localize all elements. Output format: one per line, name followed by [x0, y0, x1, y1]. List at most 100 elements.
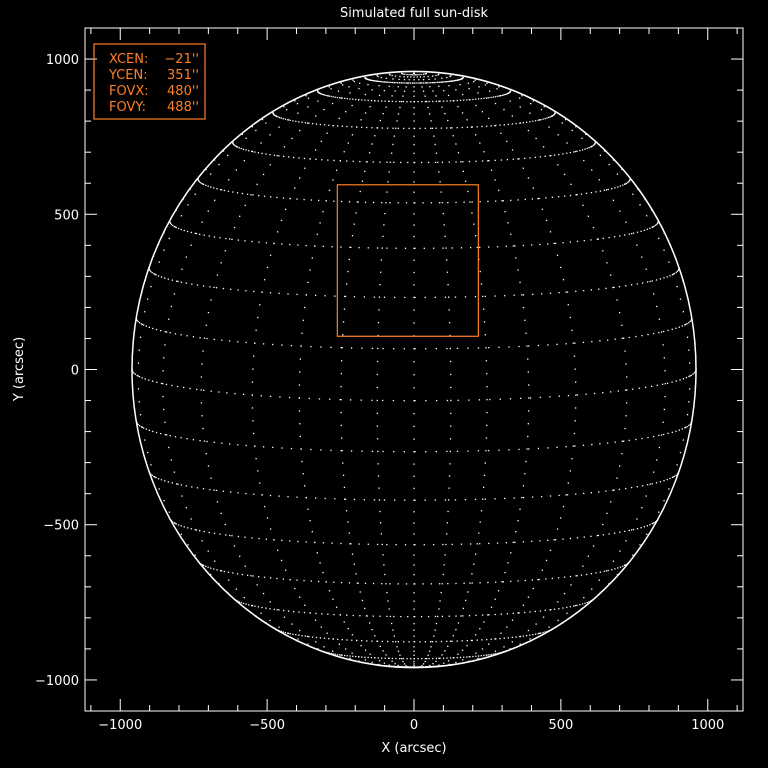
longitude-dot	[202, 350, 204, 352]
latitude-dot	[613, 532, 616, 534]
longitude-dot	[273, 539, 275, 541]
latitude-dot	[526, 121, 528, 123]
latitude-dot	[143, 427, 145, 429]
latitude-dot	[371, 640, 373, 642]
latitude-dot	[434, 615, 437, 618]
longitude-dot	[327, 95, 329, 97]
longitude-dot	[382, 650, 384, 652]
longitude-dot	[374, 135, 376, 137]
latitude-dot	[269, 494, 272, 497]
longitude-dot	[413, 79, 415, 81]
longitude-dot	[423, 76, 425, 78]
latitude-dot	[466, 126, 468, 128]
latitude-dot	[393, 348, 395, 350]
longitude-dot	[413, 564, 415, 566]
latitude-dot	[251, 604, 253, 607]
latitude-dot	[505, 245, 507, 247]
longitude-dot	[403, 76, 405, 78]
longitude-dot	[413, 74, 415, 76]
latitude-dot	[372, 582, 375, 585]
latitude-dot	[529, 121, 531, 123]
latitude-dot	[435, 348, 437, 350]
latitude-dot	[591, 443, 593, 446]
longitude-dot	[320, 626, 322, 628]
longitude-dot	[309, 612, 311, 614]
longitude-dot	[422, 90, 425, 92]
latitude-dot	[463, 201, 465, 203]
latitude-dot	[248, 604, 250, 606]
longitude-dot	[413, 135, 415, 137]
latitude-dot	[196, 284, 199, 286]
longitude-dot	[307, 106, 309, 108]
latitude-dot	[287, 496, 289, 498]
longitude-dot	[597, 238, 600, 240]
latitude-dot	[464, 498, 467, 501]
latitude-dot	[602, 237, 604, 240]
latitude-dot	[160, 432, 162, 435]
latitude-dot	[584, 602, 586, 604]
longitude-dot	[405, 86, 407, 88]
longitude-dot	[605, 570, 608, 572]
latitude-dot	[414, 499, 416, 501]
longitude-dot	[388, 664, 390, 666]
latitude-dot	[356, 201, 359, 203]
longitude-dot	[527, 435, 529, 438]
latitude-dot	[186, 335, 188, 337]
longitude-dot	[340, 654, 342, 656]
latitude-dot	[607, 188, 609, 191]
longitude-dot	[340, 386, 342, 388]
longitude-dot	[261, 118, 264, 121]
latitude-dot	[483, 97, 485, 100]
longitude-dot	[526, 345, 528, 347]
latitude-dot	[190, 231, 192, 234]
longitude-dot	[200, 389, 202, 391]
longitude-dot	[364, 76, 366, 79]
longitude-dot	[442, 573, 444, 576]
longitude-dot	[504, 571, 506, 574]
latitude-dot	[379, 615, 381, 617]
latitude-dot	[395, 544, 397, 546]
longitude-dot	[446, 533, 448, 535]
latitude-dot	[148, 379, 150, 381]
latitude-dot	[379, 80, 381, 83]
latitude-dot	[320, 449, 322, 451]
latitude-dot	[513, 294, 515, 296]
longitude-dot	[382, 112, 384, 115]
longitude-dot	[562, 505, 565, 508]
longitude-dot	[450, 75, 452, 77]
latitude-dot	[447, 80, 449, 83]
longitude-dot	[506, 140, 508, 143]
longitude-dot	[494, 650, 497, 652]
x-tick-label: 500	[548, 718, 573, 733]
latitude-dot	[420, 161, 423, 164]
latitude-dot	[546, 117, 548, 119]
longitude-dot	[235, 169, 238, 171]
longitude-dot	[527, 371, 529, 373]
latitude-dot	[180, 334, 182, 336]
latitude-dot	[622, 184, 624, 186]
longitude-dot	[301, 460, 303, 463]
longitude-dot	[393, 81, 395, 84]
latitude-dot	[514, 541, 516, 543]
longitude-dot	[535, 137, 537, 140]
longitude-dot	[503, 108, 505, 111]
longitude-dot	[213, 489, 215, 491]
longitude-dot	[368, 622, 371, 624]
latitude-dot	[510, 580, 512, 583]
latitude-dot	[641, 485, 644, 487]
latitude-dot	[518, 158, 520, 160]
latitude-dot	[628, 529, 630, 532]
longitude-dot	[299, 129, 301, 132]
latitude-dot	[226, 392, 228, 394]
longitude-dot	[413, 438, 415, 440]
latitude-dot	[532, 633, 534, 636]
longitude-dot	[315, 115, 317, 117]
latitude-dot	[386, 161, 388, 163]
latitude-dot	[553, 154, 556, 156]
latitude-dot	[311, 123, 314, 125]
latitude-dot	[155, 476, 157, 479]
latitude-dot	[295, 120, 297, 122]
latitude-dot	[219, 570, 222, 572]
latitude-dot	[223, 570, 226, 573]
longitude-dot	[610, 274, 612, 276]
